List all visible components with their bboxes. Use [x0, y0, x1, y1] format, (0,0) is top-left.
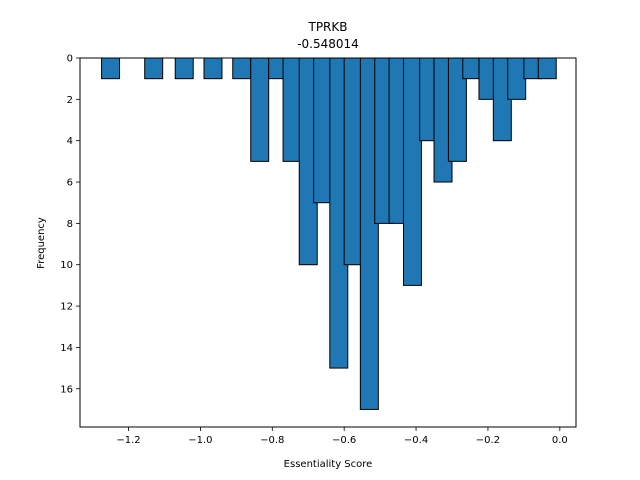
histogram-bar: [101, 57, 121, 80]
x-tick-label: −0.2: [476, 435, 500, 446]
histogram-bar: [313, 57, 333, 204]
y-axis-ticks: 0 2 4 6 8 10 12 14 16: [60, 54, 80, 395]
histogram-bar: [144, 57, 164, 80]
x-tick-label: −0.8: [260, 435, 284, 446]
plot-frame: [79, 57, 577, 428]
bars-group: [101, 57, 557, 410]
x-axis-ticks: −1.2 −1.0 −0.8 −0.6 −0.4 −0.2 0.0: [116, 427, 568, 446]
y-tick-label: 10: [60, 260, 73, 271]
y-tick-label: 2: [67, 95, 73, 106]
x-tick-label: −0.6: [332, 435, 356, 446]
histogram-bar: [343, 57, 363, 266]
x-tick-label: −1.0: [188, 435, 212, 446]
chart-subtitle: -0.548014: [297, 37, 359, 51]
x-tick-label: −0.4: [404, 435, 428, 446]
y-tick-label: 6: [67, 178, 73, 189]
y-axis-label: Frequency: [36, 217, 47, 269]
histogram-bar: [203, 57, 223, 80]
histogram-bar: [507, 57, 527, 100]
x-tick-label: 0.0: [552, 435, 568, 446]
x-tick-label: −1.2: [116, 435, 140, 446]
histogram-bar: [402, 57, 422, 286]
histogram-bar: [462, 57, 482, 80]
y-tick-label: 0: [67, 54, 73, 65]
y-tick-label: 14: [60, 343, 73, 354]
histogram-bar: [537, 57, 557, 80]
histogram-bar: [282, 57, 302, 162]
y-tick-label: 12: [60, 302, 73, 313]
x-axis-label: Essentiality Score: [284, 459, 373, 470]
y-tick-label: 8: [67, 219, 73, 230]
y-tick-label: 4: [67, 136, 73, 147]
chart-title: TPRKB: [307, 20, 347, 34]
y-tick-label: 16: [60, 384, 73, 395]
histogram-bar: [174, 57, 194, 80]
histogram-bar: [250, 57, 270, 162]
histogram-bar: [232, 57, 252, 80]
